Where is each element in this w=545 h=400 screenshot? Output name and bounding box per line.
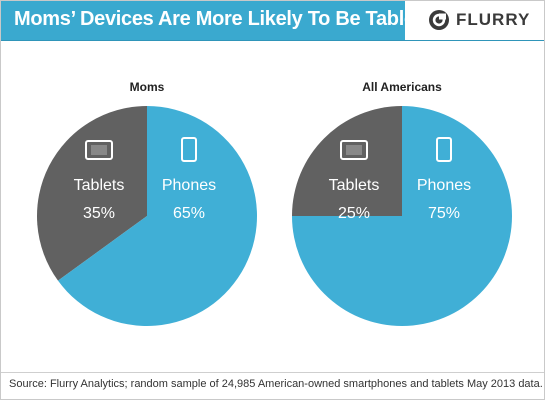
- pie-slice-tablets: [37, 106, 147, 281]
- source-note: Source: Flurry Analytics; random sample …: [9, 378, 543, 390]
- pie-charts: Moms Tablets 35% Phones 65% All Americans Tab…: [37, 80, 512, 326]
- pie-title: Moms: [130, 80, 165, 94]
- slice-value-phones: 75%: [428, 205, 460, 222]
- header-divider: [1, 40, 544, 41]
- slice-value-phones: 65%: [173, 205, 205, 222]
- logo-text: FLURRY: [456, 10, 531, 29]
- slice-value-tablets: 25%: [338, 205, 370, 222]
- slice-label-tablets: Tablets: [329, 177, 380, 194]
- pie-slice-phones: [58, 106, 257, 326]
- slice-label-phones: Phones: [417, 177, 471, 194]
- phone-icon: [181, 137, 197, 162]
- slice-value-tablets: 35%: [83, 205, 115, 222]
- pie-title: All Americans: [362, 80, 442, 94]
- chart-title: Moms’ Devices Are More Likely To Be Tabl…: [14, 8, 432, 30]
- pie-moms: Moms Tablets 35% Phones 65%: [37, 80, 257, 326]
- footer-divider: [1, 372, 544, 373]
- pie-all-americans: All Americans Tablets 25% Phones 75%: [292, 80, 512, 326]
- tablet-icon-screen: [346, 145, 362, 155]
- logo: FLURRY: [405, 1, 544, 40]
- flurry-logo-icon: [429, 10, 449, 30]
- tablet-icon: [340, 140, 368, 160]
- tablet-icon-screen: [91, 145, 107, 155]
- pie-slice-tablets: [292, 106, 402, 216]
- pie-slice-phones: [292, 106, 512, 326]
- tablet-icon: [85, 140, 113, 160]
- slice-label-phones: Phones: [162, 177, 216, 194]
- header-bar: Moms’ Devices Are More Likely To Be Tabl…: [1, 1, 544, 40]
- phone-icon: [436, 137, 452, 162]
- slice-label-tablets: Tablets: [74, 177, 125, 194]
